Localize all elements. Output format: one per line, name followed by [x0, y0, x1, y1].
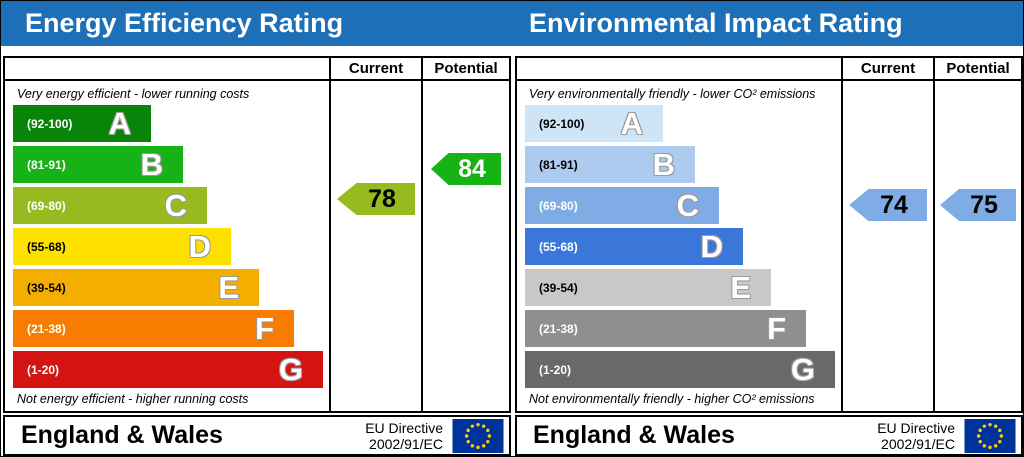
environmental-impact-chart: Current Potential Very environmentally f… — [515, 56, 1023, 413]
band-letter: G — [278, 352, 303, 387]
band-bar-e: (39-54) E — [13, 269, 259, 306]
band-letter: B — [652, 147, 675, 182]
band-bar-b: (81-91) B — [525, 146, 695, 183]
band-bar-a: (92-100) A — [525, 105, 663, 142]
band-row-e: (39-54) E — [13, 269, 329, 306]
band-letter: D — [188, 229, 211, 264]
band-row-d: (55-68) D — [525, 228, 841, 265]
current-rating-arrow: 78 — [337, 183, 415, 215]
band-range: (21-38) — [539, 321, 578, 336]
band-range: (1-20) — [27, 362, 60, 377]
band-row-e: (39-54) E — [525, 269, 841, 306]
band-row-c: (69-80) C — [13, 187, 329, 224]
band-bar-e: (39-54) E — [525, 269, 771, 306]
blank-header-cell — [5, 58, 329, 81]
header-bar: Energy Efficiency Rating Environmental I… — [1, 1, 1023, 46]
band-bar-f: (21-38) F — [525, 310, 806, 347]
band-bar-d: (55-68) D — [525, 228, 743, 265]
band-range: (69-80) — [27, 198, 66, 213]
band-range: (92-100) — [27, 116, 73, 131]
band-range: (55-68) — [27, 239, 66, 254]
band-bar-b: (81-91) B — [13, 146, 183, 183]
energy-efficiency-chart: Current Potential Very energy efficient … — [3, 56, 511, 413]
potential-rating-arrow: 75 — [940, 189, 1016, 221]
band-bar-a: (92-100) A — [13, 105, 151, 142]
eu-flag-icon — [452, 418, 504, 453]
impact-bands-area: Very environmentally friendly - lower CO… — [517, 81, 841, 411]
region-label: England & Wales — [21, 421, 223, 449]
band-row-f: (21-38) F — [13, 310, 329, 347]
band-range: (92-100) — [539, 116, 585, 131]
bottom-caption: Not energy efficient - higher running co… — [17, 392, 249, 406]
band-letter: E — [218, 270, 239, 305]
band-bar-c: (69-80) C — [525, 187, 719, 224]
footer-right: England & Wales EU Directive 2002/91/EC — [515, 415, 1023, 456]
band-letter: F — [767, 311, 786, 346]
eu-directive-label: EU Directive 2002/91/EC — [877, 419, 955, 452]
band-letter: E — [730, 270, 751, 305]
top-caption: Very environmentally friendly - lower CO… — [529, 87, 816, 101]
band-letter: C — [676, 188, 699, 223]
top-caption: Very energy efficient - lower running co… — [17, 87, 250, 101]
band-range: (39-54) — [539, 280, 578, 295]
band-row-g: (1-20) G — [525, 351, 841, 388]
environmental-impact-title: Environmental Impact Rating — [529, 8, 903, 38]
band-row-f: (21-38) F — [525, 310, 841, 347]
band-letter: C — [164, 188, 187, 223]
potential-rating-column: 84 — [421, 81, 509, 411]
blank-header-cell — [517, 58, 841, 81]
band-bar-g: (1-20) G — [525, 351, 835, 388]
environmental-impact-panel: Current Potential Very environmentally f… — [515, 56, 1023, 456]
band-range: (55-68) — [539, 239, 578, 254]
band-row-a: (92-100) A — [525, 105, 841, 142]
eu-directive-label: EU Directive 2002/91/EC — [365, 419, 443, 452]
energy-efficiency-panel: Current Potential Very energy efficient … — [3, 56, 511, 456]
current-rating-column: 74 — [841, 81, 933, 411]
current-column-header: Current — [841, 58, 933, 81]
band-letter: A — [620, 106, 643, 141]
band-row-b: (81-91) B — [13, 146, 329, 183]
band-range: (39-54) — [27, 280, 66, 295]
band-row-d: (55-68) D — [13, 228, 329, 265]
band-letter: A — [108, 106, 131, 141]
current-rating-arrow: 74 — [849, 189, 927, 221]
bottom-caption: Not environmentally friendly - higher CO… — [529, 392, 815, 406]
potential-column-header: Potential — [933, 58, 1021, 81]
band-range: (81-91) — [539, 157, 578, 172]
band-letter: B — [140, 147, 163, 182]
footer-left: England & Wales EU Directive 2002/91/EC — [3, 415, 511, 456]
rating-panels: Current Potential Very energy efficient … — [3, 56, 1023, 456]
potential-rating-arrow: 84 — [431, 153, 501, 185]
band-letter: D — [700, 229, 723, 264]
band-letter: G — [790, 352, 815, 387]
potential-rating-column: 75 — [933, 81, 1021, 411]
band-letter: F — [255, 311, 274, 346]
current-column-header: Current — [329, 58, 421, 81]
band-row-g: (1-20) G — [13, 351, 329, 388]
band-row-b: (81-91) B — [525, 146, 841, 183]
band-bar-c: (69-80) C — [13, 187, 207, 224]
band-bar-f: (21-38) F — [13, 310, 294, 347]
band-range: (81-91) — [27, 157, 66, 172]
band-bar-d: (55-68) D — [13, 228, 231, 265]
band-bar-g: (1-20) G — [13, 351, 323, 388]
potential-column-header: Potential — [421, 58, 509, 81]
current-rating-column: 78 — [329, 81, 421, 411]
energy-bands-area: Very energy efficient - lower running co… — [5, 81, 329, 411]
band-range: (1-20) — [539, 362, 572, 377]
band-range: (21-38) — [27, 321, 66, 336]
band-row-c: (69-80) C — [525, 187, 841, 224]
energy-efficiency-title: Energy Efficiency Rating — [25, 8, 344, 38]
band-row-a: (92-100) A — [13, 105, 329, 142]
eu-flag-icon — [964, 418, 1016, 453]
band-range: (69-80) — [539, 198, 578, 213]
region-label: England & Wales — [533, 421, 735, 449]
